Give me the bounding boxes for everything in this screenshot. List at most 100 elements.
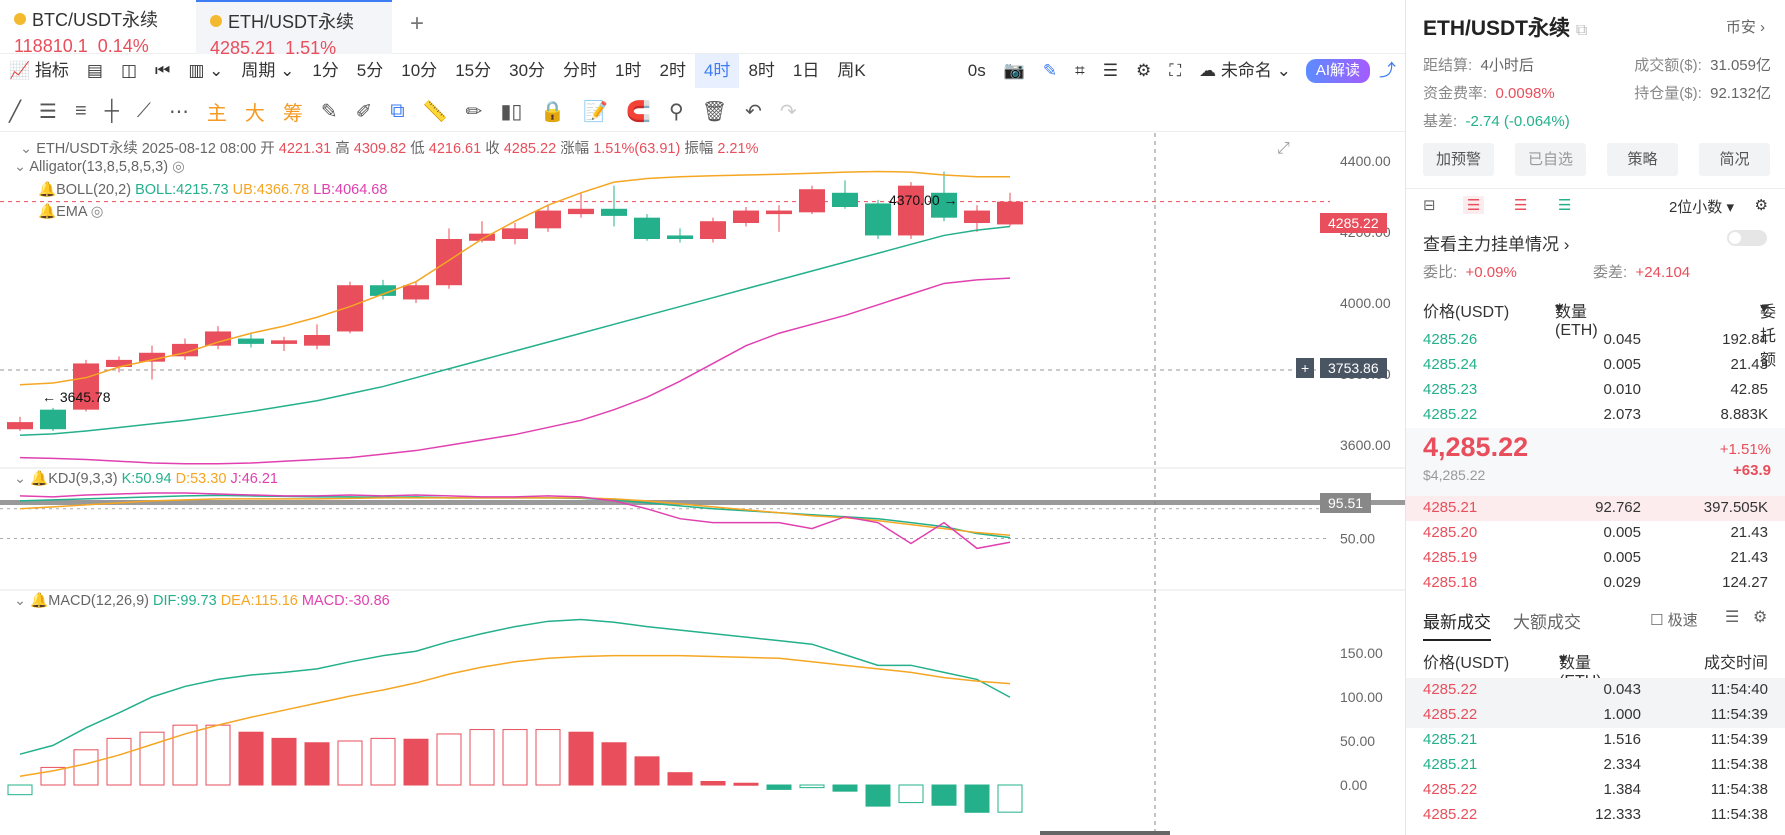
- share-icon[interactable]: ⤴: [1379, 61, 1396, 80]
- redo-icon[interactable]: ↷: [779, 101, 797, 123]
- layout-name-dropdown[interactable]: ☁ 未命名 ⌄: [1199, 61, 1291, 80]
- bids-only-icon[interactable]: ☰: [1558, 197, 1572, 214]
- orderbook-settings-icon[interactable]: ⚙: [1754, 197, 1768, 214]
- tab-name: BTC/USDT永续: [32, 10, 158, 30]
- candle-body: [700, 221, 726, 239]
- chart-area[interactable]: 4400.004200.004000.003800.003600.0050.00…: [0, 133, 1405, 835]
- candle-type-icon[interactable]: ▥ ⌄: [188, 61, 224, 80]
- chips-toggle[interactable]: 筹: [282, 103, 303, 125]
- ask-row[interactable]: 4285.23 0.010 42.85: [1423, 381, 1768, 398]
- brush-icon[interactable]: ✐: [355, 101, 373, 123]
- lock-icon[interactable]: 🔒: [540, 101, 566, 123]
- strategy-button[interactable]: 策略: [1607, 143, 1678, 176]
- add-alert-icon[interactable]: +: [1296, 358, 1315, 378]
- more-icon[interactable]: ⋯: [168, 101, 189, 123]
- edit-icon[interactable]: ✎: [320, 101, 338, 123]
- indicator-button[interactable]: 📈 指标: [9, 61, 69, 80]
- amount-col-header[interactable]: 委托额 ▾: [1759, 300, 1776, 369]
- big-toggle[interactable]: 大: [244, 103, 265, 125]
- macd-legend[interactable]: ⌄ 🔔MACD(12,26,9) DIF:99.73 DEA:115.16 MA…: [14, 593, 390, 609]
- expand-icon[interactable]: ⤢: [1277, 140, 1290, 157]
- pencil-icon[interactable]: ✏: [465, 101, 483, 123]
- both-sides-icon[interactable]: ⊟: [1423, 197, 1436, 214]
- camera-icon[interactable]: 📷: [1003, 61, 1025, 80]
- channel-icon[interactable]: ≡: [74, 100, 87, 122]
- interval-timeshare[interactable]: 分时: [563, 61, 598, 80]
- bid-row[interactable]: 4285.20 0.005 21.43: [1423, 524, 1768, 541]
- period-dropdown[interactable]: 周期 ⌄: [241, 61, 295, 80]
- interval-10m[interactable]: 10分: [401, 61, 438, 80]
- fullscreen-icon[interactable]: ⛶: [1169, 61, 1182, 80]
- bid-ratio: 委比: +0.09%: [1423, 264, 1517, 281]
- ema-legend[interactable]: 🔔EMA ◎: [38, 204, 104, 220]
- ruler-icon[interactable]: 📏: [422, 101, 448, 123]
- bid-row[interactable]: 4285.21 92.762 397.505K: [1423, 499, 1768, 516]
- trendline-icon[interactable]: ╱: [9, 101, 22, 123]
- fast-mode-checkbox[interactable]: ☐ 极速: [1650, 612, 1698, 629]
- crop-icon[interactable]: ⌗: [1075, 61, 1085, 80]
- candle-body: [964, 210, 990, 223]
- ask-row[interactable]: 4285.24 0.005 21.43: [1423, 356, 1768, 373]
- interval-5m[interactable]: 5分: [356, 61, 384, 80]
- interval-1d[interactable]: 1日: [792, 61, 820, 80]
- ray-icon[interactable]: ┼: [104, 100, 119, 122]
- big-orders-link[interactable]: 查看主力挂单情况 ›: [1423, 235, 1570, 254]
- watchlist-button[interactable]: 已自选: [1515, 143, 1586, 176]
- magnet-icon[interactable]: 🧲: [626, 101, 652, 123]
- delete-icon[interactable]: 🗑: [701, 101, 728, 123]
- boll-legend[interactable]: 🔔BOLL(20,2) BOLL:4215.73 UB:4366.78 LB:4…: [38, 182, 388, 198]
- bid-row[interactable]: 4285.18 0.029 124.27: [1423, 574, 1768, 591]
- settings-icon[interactable]: ⚙: [1135, 61, 1152, 80]
- ask-row[interactable]: 4285.22 2.073 8.883K: [1423, 406, 1768, 423]
- trade-filter-icon[interactable]: ☰: [1725, 609, 1740, 626]
- candles-icon[interactable]: ▮▯: [500, 101, 523, 123]
- big-orders-toggle[interactable]: [1727, 230, 1767, 246]
- interval-1m[interactable]: 1分: [312, 61, 339, 80]
- tab-change: 0.14%: [97, 36, 149, 56]
- asks-only-icon[interactable]: ☰: [1514, 197, 1528, 214]
- main-toggle[interactable]: 主: [206, 103, 227, 125]
- interval-1h[interactable]: 1时: [615, 61, 642, 80]
- list-icon[interactable]: ☰: [1102, 61, 1118, 80]
- ask-row[interactable]: 4285.26 0.045 192.84: [1423, 331, 1768, 348]
- ai-read-button[interactable]: AI解读: [1305, 59, 1370, 83]
- interval-2h[interactable]: 2时: [659, 61, 686, 80]
- tab-btc[interactable]: BTC/USDT永续 118810.1 0.14%: [0, 0, 196, 56]
- interval-4h[interactable]: 4时: [694, 54, 740, 88]
- layout-icon[interactable]: ◫: [120, 61, 138, 80]
- add-tab-icon[interactable]: +: [410, 10, 425, 37]
- qty-col-header[interactable]: 数量 (ETH) ▾: [1555, 300, 1598, 339]
- copy-icon[interactable]: ⧉: [390, 100, 405, 122]
- interval-week[interactable]: 周K: [837, 61, 866, 80]
- filter-icon[interactable]: ⚲: [669, 101, 684, 123]
- candle-body: [799, 189, 825, 213]
- note-icon[interactable]: 📝: [583, 101, 609, 123]
- bid-row[interactable]: 4285.19 0.005 21.43: [1423, 549, 1768, 566]
- replay-icon[interactable]: ⏮: [155, 61, 171, 80]
- kdj-legend[interactable]: ⌄ 🔔KDJ(9,3,3) K:50.94 D:53.30 J:46.21: [14, 471, 279, 487]
- extend-icon[interactable]: ⟋: [136, 100, 151, 122]
- overview-button[interactable]: 简况: [1699, 143, 1770, 176]
- chart-toolbar: 📈 指标 ▤ ◫ ⏮ ▥ ⌄ 周期 ⌄ 1分 5分 10分 15分 30分 分时…: [0, 54, 1405, 88]
- exchange-dropdown[interactable]: 币安 ›: [1725, 19, 1765, 36]
- calendar-icon[interactable]: ▤: [86, 61, 103, 80]
- tab-large-trades[interactable]: 大额成交: [1513, 613, 1581, 632]
- macd-histogram-bar: [997, 784, 1023, 813]
- candlestick-chart[interactable]: 4400.004200.004000.003800.003600.0050.00…: [0, 133, 1405, 835]
- interval-15m[interactable]: 15分: [455, 61, 492, 80]
- hline-icon[interactable]: ☰: [39, 101, 57, 123]
- asks-bids-icon[interactable]: ☰: [1463, 196, 1485, 214]
- undo-icon[interactable]: ↶: [745, 101, 762, 123]
- add-alert-button[interactable]: 加预警: [1423, 143, 1494, 176]
- alligator-legend[interactable]: ⌄ Alligator(13,8,5,8,5,3) ◎: [14, 159, 185, 175]
- tab-eth[interactable]: ETH/USDT永续 4285.21 1.51%: [196, 0, 392, 58]
- trade-settings-icon[interactable]: ⚙: [1753, 609, 1768, 626]
- tab-price: 4285.21: [210, 38, 276, 58]
- trade-qty-header[interactable]: 数量(ETH) ▾: [1559, 651, 1602, 690]
- interval-8h[interactable]: 8时: [748, 61, 775, 80]
- decimals-dropdown[interactable]: 2位小数 ▾: [1668, 199, 1734, 216]
- pen-icon[interactable]: ✎: [1042, 61, 1058, 80]
- tab-latest-trades[interactable]: 最新成交: [1423, 608, 1491, 641]
- interval-30m[interactable]: 30分: [509, 61, 546, 80]
- macd-histogram-bar: [667, 772, 693, 786]
